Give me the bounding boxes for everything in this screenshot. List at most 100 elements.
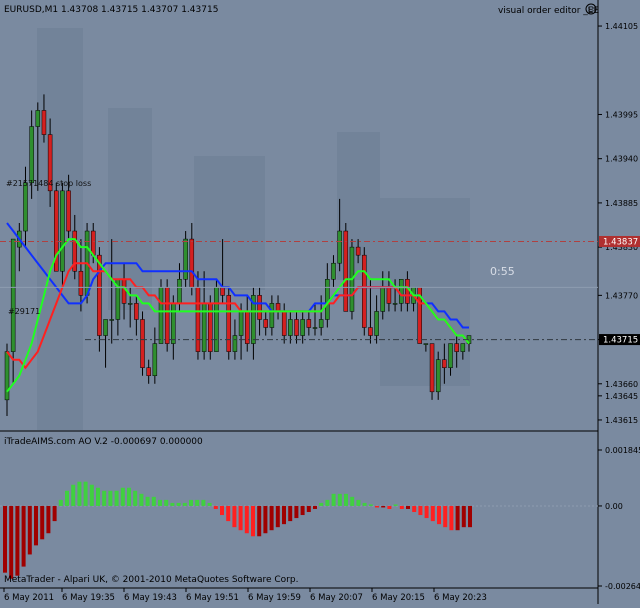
ao-bar	[331, 493, 336, 506]
ao-histogram	[3, 481, 472, 579]
candle-body	[72, 230, 78, 272]
candle-body	[380, 287, 386, 312]
candle-body	[435, 359, 441, 393]
candle-body	[269, 303, 275, 328]
ao-bar	[201, 499, 206, 506]
candle-body	[164, 287, 170, 344]
ao-bar	[412, 505, 417, 513]
candle-body	[423, 343, 429, 345]
ao-bar	[232, 505, 237, 528]
time-tick-label: 6 May 19:43	[124, 593, 177, 603]
candle-body	[429, 343, 435, 393]
candle-body	[214, 287, 219, 352]
ao-bar	[96, 487, 100, 506]
candle-body	[318, 319, 324, 328]
candle-body	[232, 335, 238, 352]
candle-body	[54, 190, 59, 272]
stop-loss-label[interactable]: #21571484 stop loss	[6, 179, 91, 188]
price-tick-label: 1.43995	[605, 110, 638, 119]
stop-price-tag	[599, 235, 640, 247]
ao-bar	[319, 502, 324, 506]
ao-tick-label: 0.00	[605, 502, 623, 511]
ao-bar	[145, 496, 150, 506]
time-tick-label: 6 May 20:07	[310, 593, 363, 603]
ao-bar	[189, 499, 193, 506]
ao-bar	[325, 499, 330, 506]
ao-bar	[437, 505, 441, 525]
ao-bar	[430, 505, 435, 522]
candle-body	[226, 295, 232, 352]
ao-bar	[368, 504, 373, 506]
shade-zone	[108, 108, 152, 310]
ao-bar	[71, 484, 76, 506]
candle-body	[90, 230, 96, 256]
candle-body	[121, 279, 127, 304]
candle-body	[140, 319, 145, 368]
price-tick-label: 1.43885	[605, 199, 638, 208]
candle-body	[294, 319, 299, 336]
time-tick-label: 6 May 20:15	[372, 593, 425, 603]
order-label[interactable]: #29171	[8, 307, 40, 316]
ao-bar	[220, 505, 224, 516]
ao-bar	[170, 502, 175, 506]
candle-body	[374, 311, 379, 336]
ao-bar	[306, 505, 311, 513]
candle-body	[355, 246, 361, 256]
ao-bar	[282, 505, 286, 525]
ao-bar	[375, 505, 379, 508]
time-axis: 6 May 2011 6 May 19:35 6 May 19:43 6 May 19…	[3, 588, 487, 603]
candle-body	[109, 319, 114, 321]
candle-body	[398, 279, 404, 304]
candle-body	[257, 295, 262, 320]
candle-body	[405, 279, 410, 304]
candle-body	[78, 270, 84, 296]
ao-bar	[424, 505, 429, 519]
price-tick-label: 1.43645	[605, 392, 638, 401]
moving-average-line	[6, 238, 470, 393]
ao-bar	[356, 499, 361, 506]
ao-bar	[294, 505, 299, 519]
candle-body	[97, 254, 102, 336]
ao-bar	[226, 505, 231, 522]
candle-body	[4, 351, 10, 401]
candle-countdown: 0:55	[490, 265, 515, 278]
ao-axis: 0.001845 0.00 -0.002640	[598, 446, 640, 591]
time-tick-label: 6 May 2011	[4, 593, 54, 603]
time-tick-label: 6 May 19:35	[62, 593, 115, 603]
ao-bar	[207, 502, 212, 506]
candle-body	[41, 110, 47, 135]
stop-price-text: 1.43837	[603, 237, 638, 247]
candle-body	[362, 254, 367, 328]
ao-bar	[102, 490, 107, 506]
ao-bar	[387, 505, 392, 509]
candle-body	[281, 311, 287, 336]
candle-body	[35, 110, 41, 127]
candle-body	[134, 303, 139, 320]
candle-body	[386, 287, 392, 304]
candle-body	[392, 303, 398, 305]
ao-bar	[182, 502, 187, 506]
candle-body	[29, 126, 34, 184]
candle-body	[220, 287, 225, 296]
ao-bar	[455, 505, 460, 531]
editor-smiley-icon[interactable]	[585, 3, 597, 15]
candle-body	[195, 287, 201, 352]
ao-bar	[108, 490, 113, 506]
ao-bar	[83, 481, 88, 506]
ao-bar	[288, 505, 293, 522]
candle-body	[275, 303, 281, 312]
ao-bar	[449, 505, 454, 531]
ao-bar	[238, 505, 243, 531]
ao-bar	[151, 496, 156, 506]
ao-bar	[300, 505, 305, 516]
price-tick-label: 1.43830	[605, 243, 638, 252]
ao-bar	[120, 487, 125, 506]
candle-body	[189, 238, 195, 288]
candle-body	[146, 367, 151, 376]
candle-body	[263, 319, 268, 328]
candle-body	[454, 343, 459, 352]
ao-bar	[350, 496, 355, 506]
candle-body	[300, 319, 305, 336]
candle-body	[158, 287, 164, 344]
